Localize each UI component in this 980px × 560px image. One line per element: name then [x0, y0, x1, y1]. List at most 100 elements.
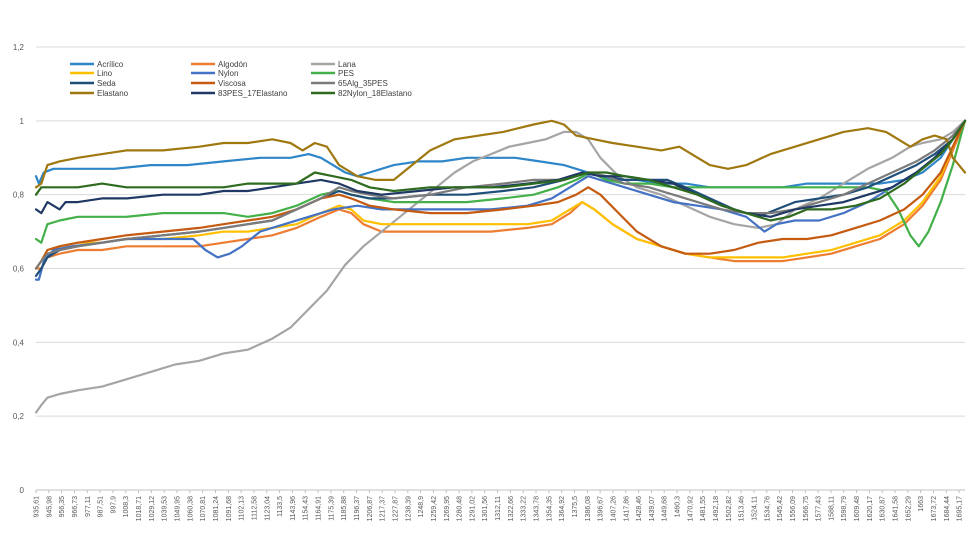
x-tick-label: 1291,02	[469, 496, 476, 521]
x-tick-label: 1070,81	[200, 496, 207, 521]
x-tick-label: 1652,29	[905, 496, 912, 521]
legend-label-acr-lico: Acrílico	[97, 60, 124, 69]
x-tick-label: 1663	[918, 496, 925, 512]
x-tick-label: 1354,35	[546, 496, 553, 521]
x-tick-label: 1545,42	[777, 496, 784, 521]
y-tick-label: 0,4	[13, 338, 25, 347]
y-tick-label: 0,2	[13, 412, 25, 421]
legend-label-lino: Lino	[97, 69, 113, 78]
x-tick-label: 1269,95	[444, 496, 451, 521]
x-tick-label: 1343,78	[534, 496, 541, 521]
x-tick-label: 1684,44	[944, 496, 951, 521]
gridlines	[36, 46, 965, 491]
x-tick-label: 1534,76	[764, 496, 771, 521]
x-tick-label: 1185,88	[341, 496, 348, 521]
x-tick-label: 1364,92	[559, 496, 566, 521]
x-axis-ticks: 935,61 945,98 956,35 966,73 977,11 987,51 997,…	[34, 490, 964, 521]
x-tick-label: 1470,92	[687, 496, 694, 521]
x-tick-label: 1196,37	[354, 496, 361, 521]
series-line-elastano	[34, 119, 967, 189]
x-tick-label: 1502,82	[726, 496, 733, 521]
x-tick-label: 1598,79	[841, 496, 848, 521]
x-tick-label: 1018,71	[136, 496, 143, 521]
x-tick-label: 1248,9	[418, 496, 425, 518]
x-tick-label: 1259,42	[431, 496, 438, 521]
legend-label-lana: Lana	[338, 60, 356, 69]
x-tick-label: 1312,11	[495, 496, 502, 521]
x-tick-label: 1081,24	[213, 496, 220, 521]
x-tick-label: 1008,3	[123, 496, 130, 518]
x-tick-label: 1112,58	[251, 496, 258, 520]
x-tick-label: 1206,87	[367, 496, 374, 521]
x-tick-label: 1102,13	[239, 496, 246, 521]
legend-label-viscosa: Viscosa	[218, 79, 246, 88]
x-tick-label: 1428,46	[636, 496, 643, 521]
x-tick-label: 1609,48	[854, 496, 861, 521]
x-tick-label: 1238,39	[405, 496, 412, 521]
x-tick-label: 1049,95	[175, 496, 182, 521]
x-tick-label: 1695,17	[957, 496, 964, 521]
x-tick-label: 997,9	[110, 496, 117, 514]
x-tick-label: 1620,17	[867, 496, 874, 521]
series-line-algod-n	[34, 119, 967, 270]
x-tick-label: 1164,91	[316, 496, 323, 521]
series-line-viscosa	[34, 119, 967, 270]
x-tick-label: 977,11	[85, 496, 92, 517]
x-tick-label: 987,51	[98, 496, 105, 518]
legend-label-elastano: Elastano	[97, 89, 129, 98]
x-tick-label: 1641,58	[893, 496, 900, 521]
x-tick-label: 1449,68	[662, 496, 669, 521]
legend-label-pes: PES	[338, 69, 354, 78]
x-tick-label: 1407,26	[610, 496, 617, 521]
series-lines	[34, 119, 967, 414]
legend-label-82nylon-18elastano: 82Nylon_18Elastano	[338, 89, 412, 98]
x-tick-label: 1217,37	[380, 496, 387, 521]
y-tick-label: 0,6	[13, 265, 25, 274]
x-tick-label: 1175,39	[328, 496, 335, 521]
x-tick-label: 1039,53	[162, 496, 169, 521]
x-tick-label: 1577,43	[816, 496, 823, 521]
x-tick-label: 1481,55	[700, 496, 707, 521]
x-tick-label: 1154,43	[303, 496, 310, 521]
legend-label-seda: Seda	[97, 79, 116, 88]
y-tick-label: 1,2	[13, 43, 25, 52]
series-line-nylon	[34, 119, 967, 281]
x-tick-label: 1417,86	[623, 496, 630, 521]
x-tick-label: 1513,46	[739, 496, 746, 521]
y-tick-label: 0,8	[13, 191, 25, 200]
x-tick-label: 1439,07	[649, 496, 656, 521]
x-tick-label: 1673,72	[931, 496, 938, 521]
x-tick-label: 1396,67	[598, 496, 605, 521]
legend-label-algod-n: Algodón	[218, 60, 247, 69]
x-tick-label: 1060,38	[187, 496, 194, 521]
legend-label-nylon: Nylon	[218, 69, 238, 78]
x-tick-label: 1123,04	[264, 496, 271, 521]
x-tick-label: 1091,68	[226, 496, 233, 521]
legend: Acrílico Algodón Lana Lino Nylon PES Seda Visco…	[70, 60, 412, 98]
x-tick-label: 1322,66	[508, 496, 515, 521]
x-tick-label: 1566,75	[803, 496, 810, 521]
x-tick-label: 1588,11	[828, 496, 835, 521]
series-line-acr-lico	[34, 119, 967, 189]
x-tick-label: 1556,09	[790, 496, 797, 521]
x-tick-label: 935,61	[34, 496, 41, 518]
y-tick-label: 1	[20, 117, 25, 126]
series-line-65alg-35pes	[34, 119, 967, 270]
y-tick-label: 0	[20, 486, 25, 495]
y-axis-ticks: 0 0,2 0,4 0,6 0,8 1 1,2	[13, 43, 25, 495]
x-tick-label: 1227,87	[392, 496, 399, 521]
series-line-82nylon-18elastano	[34, 119, 967, 222]
x-tick-label: 966,73	[72, 496, 79, 518]
x-tick-label: 1375,5	[572, 496, 579, 518]
series-line-pes	[34, 119, 967, 248]
x-tick-label: 1460,3	[675, 496, 682, 518]
legend-label-83pes-17elastano: 83PES_17Elastano	[218, 89, 288, 98]
x-tick-label: 1630,87	[880, 496, 887, 521]
series-line-lana	[34, 119, 967, 414]
x-tick-label: 956,35	[59, 496, 66, 518]
x-tick-label: 1492,18	[713, 496, 720, 521]
x-tick-label: 1133,5	[277, 496, 284, 517]
x-tick-label: 1301,56	[482, 496, 489, 521]
legend-label-65alg-35pes: 65Alg_35PES	[338, 79, 388, 88]
x-tick-label: 1143,96	[290, 496, 297, 521]
